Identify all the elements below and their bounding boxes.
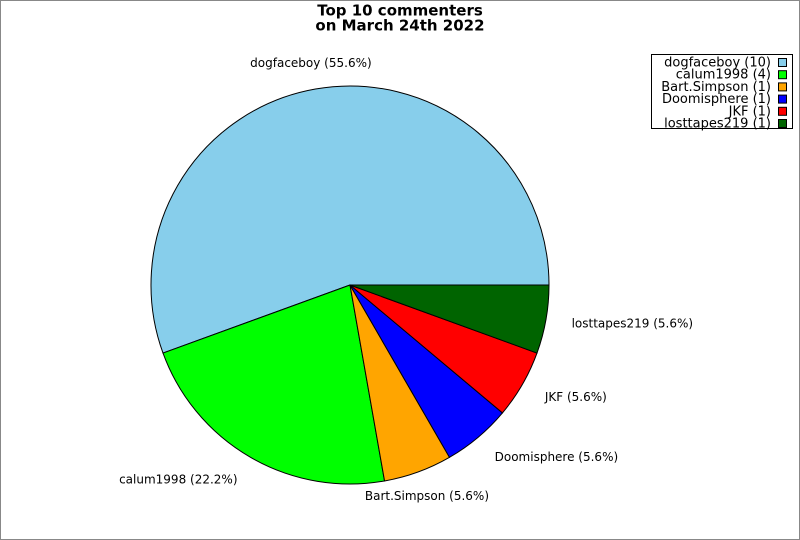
legend-label: calum1998 (4) [676, 68, 771, 83]
pie-slice [150, 85, 550, 354]
pie-slice [162, 284, 386, 485]
legend-swatch [778, 70, 787, 80]
legend-swatch [778, 94, 787, 104]
legend-label: Doomisphere (1) [662, 92, 771, 107]
legend-swatch [778, 106, 787, 116]
slice-label: Bart.Simpson (5.6%) [365, 489, 489, 503]
slice-label: calum1998 (22.2%) [119, 472, 237, 486]
legend-label: Bart.Simpson (1) [661, 80, 771, 95]
legend-swatch [778, 58, 787, 67]
legend-swatch [778, 82, 787, 92]
chart-title: Top 10 commenters [317, 2, 483, 20]
slice-label: Doomisphere (5.6%) [495, 450, 619, 464]
slice-label: dogfaceboy (55.6%) [250, 56, 372, 70]
chart-subtitle: on March 24th 2022 [315, 17, 484, 35]
legend-label: losttapes219 (1) [664, 117, 771, 132]
legend-label: dogfaceboy (10) [664, 56, 771, 71]
legend-label: JKF (1) [728, 104, 771, 119]
legend-box [651, 54, 793, 129]
slice-label: losttapes219 (5.6%) [572, 317, 694, 331]
slice-label: JKF (5.6%) [544, 390, 607, 404]
legend-swatch [778, 119, 787, 128]
pie-slice [349, 284, 550, 354]
